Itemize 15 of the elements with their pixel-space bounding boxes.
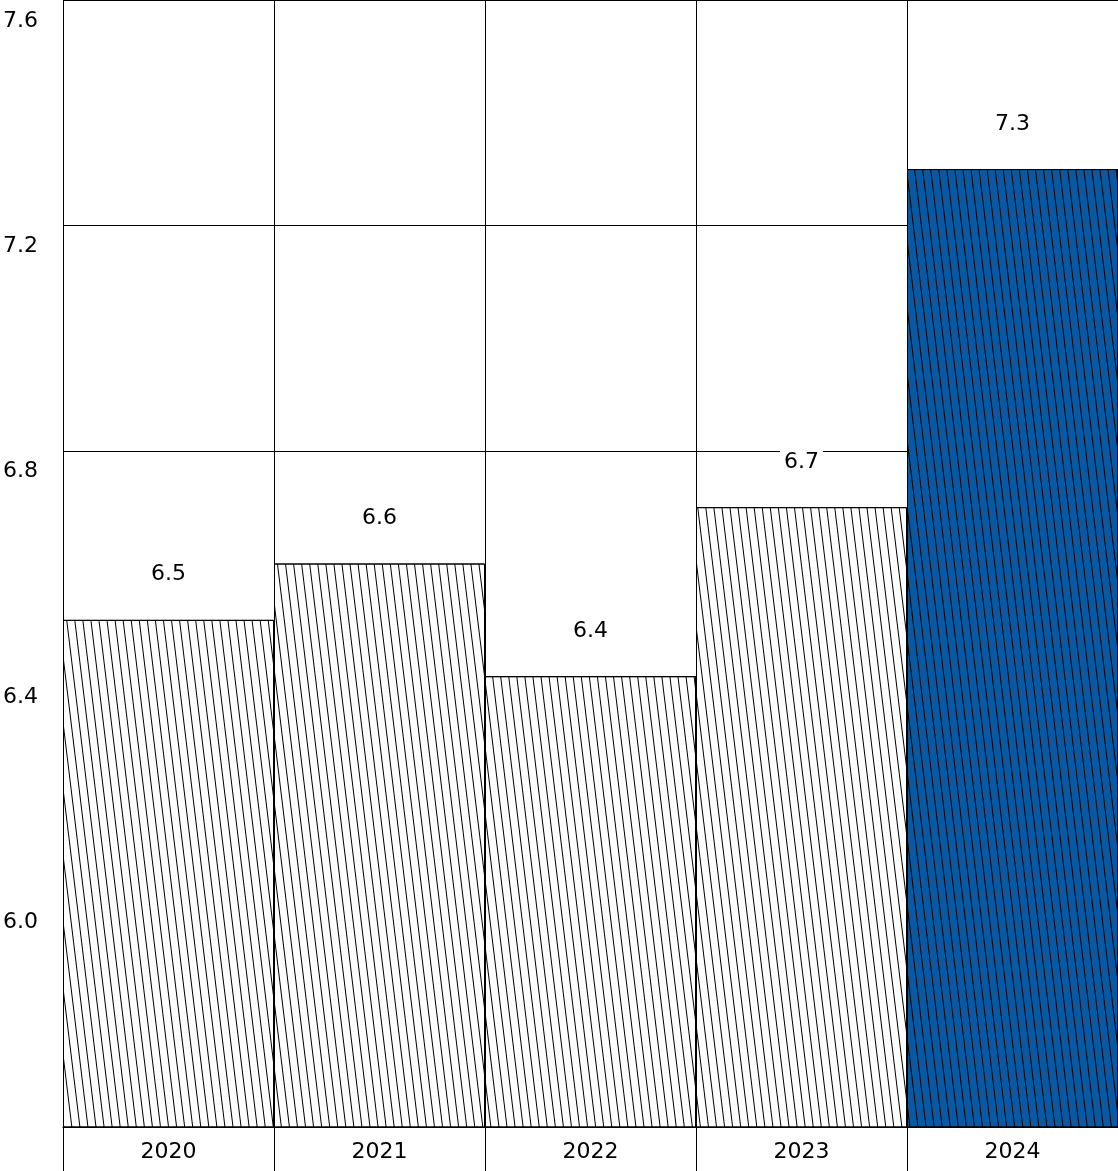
x-tick-label: 2024 [984, 1137, 1041, 1163]
y-tick-label: 6.0 [3, 908, 38, 934]
y-tick-label: 6.8 [3, 457, 38, 483]
x-tick-label: 2021 [351, 1137, 408, 1163]
x-tick-label: 2023 [773, 1137, 830, 1163]
data-label: 6.4 [573, 616, 608, 642]
data-label: 7.3 [995, 109, 1030, 135]
data-label: 6.5 [151, 560, 186, 586]
data-label: 6.6 [362, 504, 397, 529]
data-label: 6.7 [784, 447, 819, 473]
x-tick-label: 2020 [140, 1137, 197, 1163]
y-tick-label: 6.4 [3, 682, 38, 708]
y-tick-label: 7.6 [3, 6, 38, 32]
x-tick-label: 2022 [562, 1137, 619, 1163]
y-tick-label: 7.2 [3, 231, 38, 257]
